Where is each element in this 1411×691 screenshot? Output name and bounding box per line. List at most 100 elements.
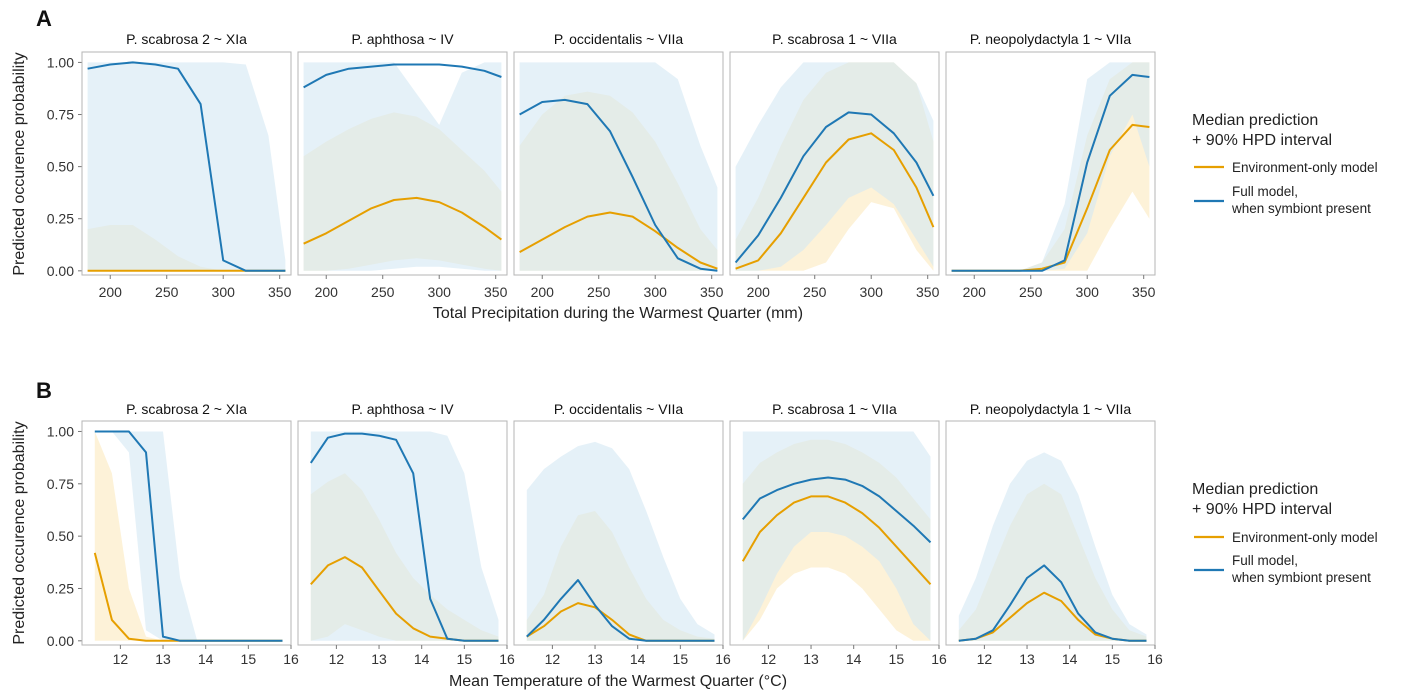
x-tick-label: 13 — [371, 651, 387, 667]
full-hpd-band — [310, 431, 499, 641]
y-tick-label: 0.75 — [47, 476, 74, 492]
full-median-line — [309, 432, 499, 642]
x-tick-label: 12 — [977, 651, 993, 667]
facet-body — [734, 62, 935, 271]
facet-title: P. aphthosa ~ IV — [351, 31, 454, 47]
facet-body — [93, 430, 283, 642]
facet-frame — [945, 51, 1156, 276]
plot-area: A Predicted occurence probability 0.00 0.25… — [11, 6, 1163, 690]
x-tick-label: 14 — [198, 651, 214, 667]
full-median-line — [87, 61, 286, 272]
legend-panel-b: Median prediction + 90% HPD interval Env… — [1192, 481, 1378, 585]
legend-full-label-line2: when symbiont present — [1231, 570, 1371, 585]
full-median-line — [519, 98, 718, 272]
y-tick-label: 0.00 — [47, 263, 74, 279]
panel-a: A Predicted occurence probability 0.00 0.25… — [11, 6, 1156, 322]
x-tick-label: 16 — [283, 651, 299, 667]
full-hpd-band — [94, 431, 283, 641]
x-tick-label: 16 — [1147, 651, 1163, 667]
y-axis-title: Predicted occurence probability — [11, 421, 28, 644]
x-tick-label: 13 — [1019, 651, 1035, 667]
env-median-line — [519, 211, 718, 270]
panel-b: B Predicted occurence probability 0.00 0.25… — [11, 378, 1163, 690]
facet-title: P. scabrosa 2 ~ XIa — [126, 401, 247, 417]
facet-1: P. scabrosa 2 ~ XIa 12 13 14 15 16 — [81, 401, 299, 667]
x-tick-label: 15 — [889, 651, 905, 667]
facet-body — [519, 62, 718, 272]
y-tick-label: 1.00 — [47, 54, 74, 70]
facet-frame — [729, 420, 940, 646]
full-hpd-band — [303, 62, 502, 271]
facet-3: P. occidentalis ~ VIIa 12 13 14 15 16 — [513, 401, 731, 667]
x-tick-label: 14 — [846, 651, 862, 667]
x-tick-label: 350 — [700, 284, 724, 300]
y-tick-label: 0.25 — [47, 580, 74, 596]
full-median-line — [526, 579, 715, 642]
x-tick-label: 350 — [484, 284, 508, 300]
full-median-line — [951, 73, 1150, 272]
x-tick-label: 300 — [644, 284, 668, 300]
x-tick-label: 300 — [860, 284, 884, 300]
y-tick-label: 0.75 — [47, 107, 74, 123]
env-median-line — [741, 495, 932, 585]
x-tick-label: 250 — [1019, 284, 1043, 300]
full-hpd-band — [735, 62, 934, 271]
facet-frame — [513, 420, 724, 646]
x-tick-label: 15 — [457, 651, 473, 667]
facet-title: P. scabrosa 1 ~ VIIa — [772, 401, 897, 417]
x-tick-label: 12 — [113, 651, 129, 667]
x-tick-label: 200 — [99, 284, 123, 300]
x-tick-label: 13 — [587, 651, 603, 667]
legend-full-label-line2: when symbiont present — [1231, 201, 1371, 216]
facet-frame — [297, 420, 508, 646]
x-tick-label: 200 — [963, 284, 987, 300]
env-median-line — [303, 196, 502, 245]
x-tick-label: 300 — [212, 284, 236, 300]
y-tick-label: 0.50 — [47, 159, 74, 175]
x-tick-label: 300 — [1076, 284, 1100, 300]
facet-body — [741, 431, 932, 641]
facet-title: P. occidentalis ~ VIIa — [554, 31, 684, 47]
facet-frame — [81, 51, 292, 276]
x-tick-label: 13 — [803, 651, 819, 667]
x-tick-label: 14 — [414, 651, 430, 667]
facet-3: P. occidentalis ~ VIIa 200 250 300 350 — [513, 31, 724, 300]
x-tick-label: 12 — [329, 651, 345, 667]
facet-body — [958, 452, 1147, 642]
x-tick-label: 250 — [371, 284, 395, 300]
facet-title: P. scabrosa 1 ~ VIIa — [772, 31, 897, 47]
facet-2: P. aphthosa ~ IV 12 13 14 15 16 — [297, 401, 515, 667]
legend-full-label-line1: Full model, — [1232, 553, 1298, 568]
facet-5: P. neopolydactyla 1 ~ VIIa 12 13 14 15 16 — [945, 401, 1163, 667]
facet-body — [303, 62, 502, 271]
full-median-line — [734, 111, 935, 264]
facet-title: P. aphthosa ~ IV — [351, 401, 454, 417]
facet-5: P. neopolydactyla 1 ~ VIIa 200 250 300 350 — [945, 31, 1156, 300]
full-hpd-band — [526, 441, 715, 641]
facet-title: P. occidentalis ~ VIIa — [554, 401, 684, 417]
x-tick-label: 16 — [715, 651, 731, 667]
facet-frame — [513, 51, 724, 276]
x-tick-label: 15 — [673, 651, 689, 667]
y-tick-label: 0.50 — [47, 528, 74, 544]
legend-env-label: Environment-only model — [1232, 530, 1378, 545]
env-hpd-band — [94, 431, 283, 641]
env-median-line — [735, 132, 935, 270]
facet-1: P. scabrosa 2 ~ XIa 200 250 300 350 — [81, 31, 292, 300]
facet-title: P. scabrosa 2 ~ XIa — [126, 31, 247, 47]
legend-title-line2: + 90% HPD interval — [1192, 501, 1332, 518]
x-tick-label: 13 — [155, 651, 171, 667]
full-hpd-band — [87, 62, 286, 271]
facet-body — [309, 431, 499, 642]
full-median-line — [742, 476, 932, 544]
y-tick-label: 0.00 — [47, 633, 74, 649]
x-tick-label: 250 — [587, 284, 611, 300]
x-tick-label: 14 — [1062, 651, 1078, 667]
facet-body — [951, 62, 1150, 272]
x-tick-label: 16 — [499, 651, 515, 667]
x-tick-label: 200 — [315, 284, 339, 300]
x-tick-label: 200 — [531, 284, 555, 300]
x-axis-title: Mean Temperature of the Warmest Quarter … — [449, 673, 787, 690]
x-tick-label: 14 — [630, 651, 646, 667]
